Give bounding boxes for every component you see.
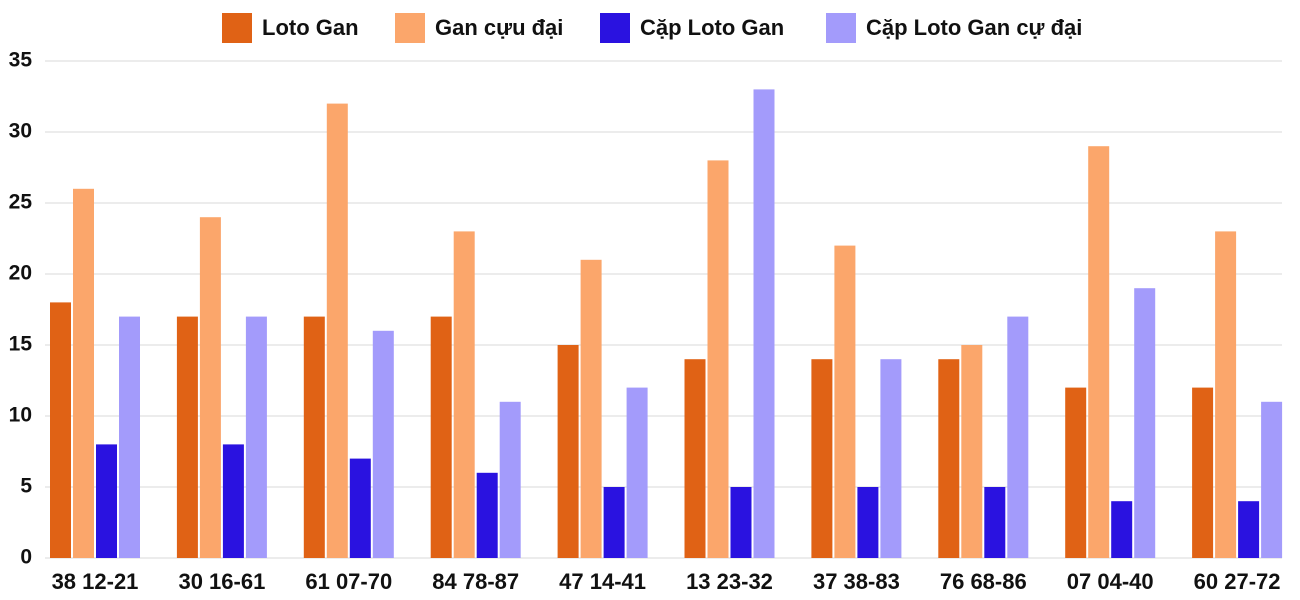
bar [1065, 387, 1087, 558]
bar [834, 245, 856, 558]
bar [880, 359, 902, 558]
legend-swatch [826, 13, 856, 43]
y-tick-label: 5 [20, 475, 32, 498]
bar [453, 231, 475, 558]
x-tick-label: 47 14-41 [559, 569, 646, 594]
bar [580, 259, 602, 558]
bar [326, 103, 348, 558]
bar [857, 487, 879, 558]
bar [753, 89, 775, 559]
bar [961, 345, 983, 558]
bar [176, 316, 198, 558]
bar [499, 401, 521, 558]
bar [557, 345, 579, 558]
y-tick-label: 0 [20, 546, 32, 569]
bar [476, 472, 498, 558]
x-tick-label: 30 16-61 [178, 569, 265, 594]
bar [245, 316, 267, 558]
legend-label: Cặp Loto Gan [640, 15, 784, 40]
x-tick-label: 38 12-21 [52, 569, 139, 594]
bar [1238, 501, 1260, 558]
bar [1007, 316, 1029, 558]
x-tick-label: 61 07-70 [305, 569, 392, 594]
legend-label: Gan cựu đại [435, 15, 563, 40]
x-tick-label: 84 78-87 [432, 569, 519, 594]
y-tick-label: 20 [9, 262, 32, 285]
bar [1134, 288, 1156, 558]
y-tick-label: 35 [9, 49, 33, 72]
bar [938, 359, 960, 558]
y-tick-label: 25 [9, 191, 33, 214]
x-tick-label: 13 23-32 [686, 569, 773, 594]
bar [984, 487, 1006, 558]
bar [1192, 387, 1214, 558]
bar [684, 359, 706, 558]
bar [372, 330, 394, 558]
legend-swatch [395, 13, 425, 43]
x-tick-label: 07 04-40 [1067, 569, 1154, 594]
bar [1261, 401, 1283, 558]
bar [707, 160, 729, 558]
legend-label: Cặp Loto Gan cự đại [866, 15, 1082, 40]
x-tick-label: 37 38-83 [813, 569, 900, 594]
bar [119, 316, 140, 558]
bar [626, 387, 648, 558]
x-tick-label: 60 27-72 [1194, 569, 1281, 594]
y-tick-label: 30 [9, 120, 32, 143]
bar [50, 302, 71, 558]
x-tick-label: 76 68-86 [940, 569, 1027, 594]
y-tick-label: 15 [9, 333, 33, 356]
bar [96, 444, 117, 558]
bar [1088, 146, 1110, 558]
bar [430, 316, 452, 558]
legend-swatch [600, 13, 630, 43]
bar [199, 217, 221, 558]
legend-label: Loto Gan [262, 15, 359, 40]
bar [349, 458, 371, 558]
bar [73, 188, 94, 559]
bar [1111, 501, 1133, 558]
bar [222, 444, 244, 558]
bar [730, 487, 752, 558]
bar [1215, 231, 1237, 558]
legend-swatch [222, 13, 252, 43]
bar [303, 316, 325, 558]
y-tick-label: 10 [9, 404, 32, 427]
bar [811, 359, 833, 558]
bar [603, 487, 625, 558]
